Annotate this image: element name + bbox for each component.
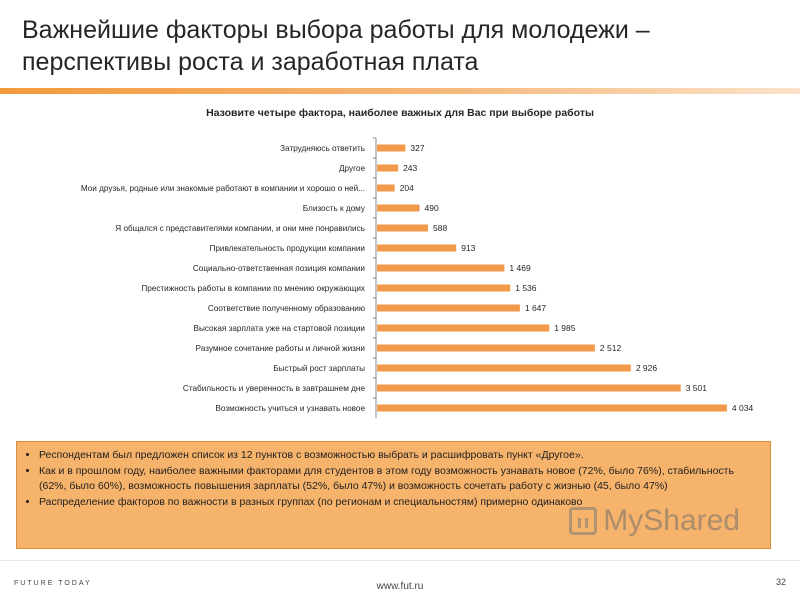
- note-item: Как и в прошлом году, наиболее важными ф…: [39, 464, 762, 494]
- value-label: 327: [410, 143, 424, 153]
- category-label: Высокая зарплата уже на стартовой позици…: [194, 324, 366, 333]
- category-label: Другое: [339, 164, 365, 173]
- page-number: 32: [775, 577, 786, 587]
- category-label: Соответствие полученному образованию: [208, 304, 365, 313]
- value-label: 2 512: [600, 343, 622, 353]
- value-label: 490: [425, 203, 439, 213]
- company-logo: FUTURE TODAY: [14, 580, 92, 587]
- value-label: 1 985: [554, 323, 576, 333]
- bar: [377, 364, 631, 372]
- note-item: Респондентам был предложен список из 12 …: [39, 448, 762, 463]
- value-label: 2 926: [636, 363, 658, 373]
- bar: [377, 324, 550, 332]
- category-label: Престижность работы в компании по мнению…: [141, 284, 365, 293]
- category-label: Быстрый рост зарплаты: [273, 364, 365, 373]
- slide-title: Важнейшие факторы выбора работы для моло…: [22, 16, 650, 76]
- value-label: 1 536: [515, 283, 537, 293]
- notes-list: Респондентам был предложен список из 12 …: [25, 448, 762, 510]
- logo-text: FUTURE TODAY: [14, 580, 92, 587]
- footer-divider: [0, 560, 800, 561]
- value-label: 588: [433, 223, 447, 233]
- watermark-icon: [569, 507, 598, 535]
- category-label: Я общался с представителями компании, и …: [115, 224, 365, 233]
- category-label: Затрудняюсь ответить: [280, 144, 365, 153]
- value-label: 4 034: [732, 403, 754, 413]
- bar: [377, 244, 457, 252]
- chart-title: Назовите четыре фактора, наиболее важных…: [206, 107, 594, 119]
- bar: [377, 184, 395, 192]
- title-underline-bar: [0, 88, 800, 94]
- bar: [377, 404, 727, 412]
- category-label: Социально-ответственная позиция компании: [193, 264, 365, 273]
- watermark-text: MyShared: [603, 504, 740, 537]
- bar-chart: Затрудняюсь ответить 327 Другое 243 Мои друз…: [81, 137, 754, 418]
- category-label: Мои друзья, родные или знакомые работают…: [81, 184, 365, 193]
- category-label: Разумное сочетание работы и личной жизни: [196, 344, 365, 353]
- bar: [377, 224, 429, 232]
- value-label: 1 469: [509, 263, 531, 273]
- category-label: Привлекательность продукции компании: [209, 244, 365, 253]
- bar: [377, 144, 406, 152]
- bar: [377, 264, 505, 272]
- bar: [377, 284, 511, 292]
- category-label: Близость к дому: [303, 204, 366, 213]
- bar: [377, 164, 399, 172]
- value-label: 204: [400, 183, 414, 193]
- bar: [377, 384, 681, 392]
- value-label: 1 647: [525, 303, 547, 313]
- notes-box: Респондентам был предложен список из 12 …: [16, 441, 771, 549]
- value-label: 913: [461, 243, 475, 253]
- value-label: 243: [403, 163, 417, 173]
- watermark: MyShared: [569, 504, 740, 538]
- bar: [377, 204, 420, 212]
- bar: [377, 344, 595, 352]
- footer-url: www.fut.ru: [376, 581, 424, 592]
- category-label: Стабильность и уверенность в завтрашнем …: [183, 384, 366, 393]
- bar: [377, 304, 520, 312]
- category-label: Возможность учиться и узнавать новое: [215, 404, 365, 413]
- note-item: Распределение факторов по важности в раз…: [39, 495, 762, 510]
- value-label: 3 501: [686, 383, 708, 393]
